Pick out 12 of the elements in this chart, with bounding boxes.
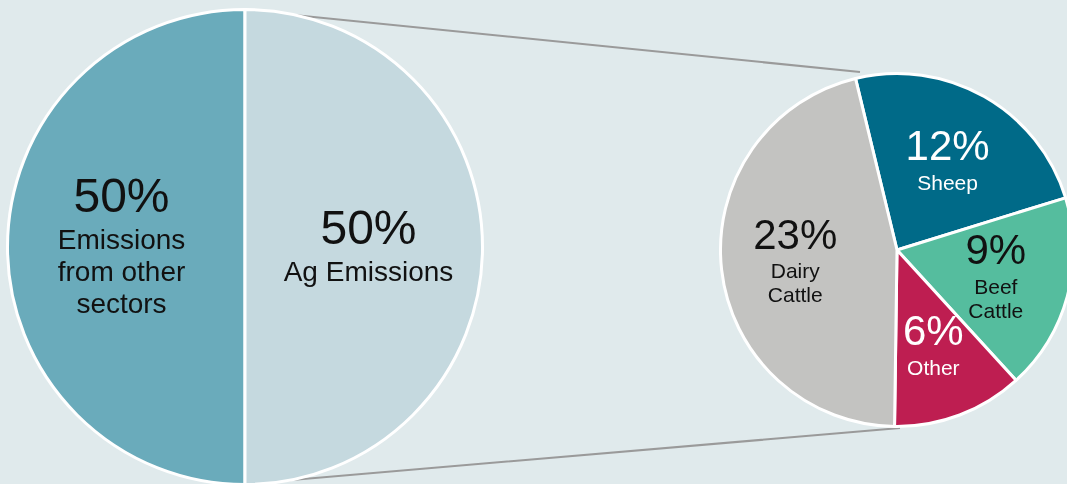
data-label: 23% (753, 210, 838, 258)
slice-label: Beef Cattle (968, 274, 1024, 322)
data-label: 9% (965, 226, 1027, 274)
slice-label: Dairy Cattle (767, 259, 823, 307)
data-label: 12% (905, 122, 990, 170)
slice-label: Emissions from other sectors (57, 223, 186, 320)
data-label: 50% (320, 201, 417, 255)
data-label: 50% (73, 168, 170, 222)
slice-label: Sheep (917, 170, 978, 194)
data-label: 6% (903, 307, 964, 355)
slice-label: Other (907, 355, 960, 379)
slice-label: Ag Emissions (283, 256, 454, 288)
